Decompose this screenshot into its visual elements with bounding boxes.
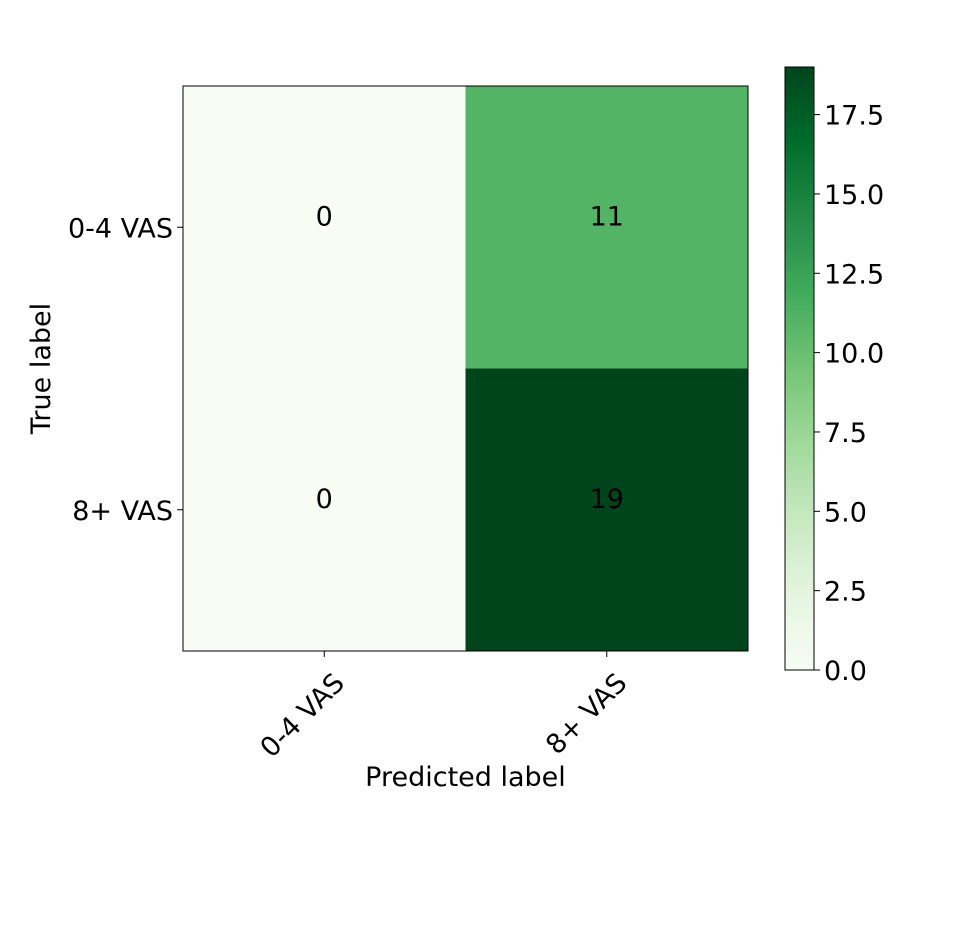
cell-value-label: 0	[316, 201, 333, 232]
heatmap-cell	[465, 86, 748, 369]
colorbar-tick-label: 17.5	[824, 101, 884, 132]
y-tick-label: 0-4 VAS	[68, 213, 173, 244]
y-axis-ticks: 0-4 VAS 8+ VAS	[68, 213, 183, 527]
colorbar-tick-label: 7.5	[824, 418, 867, 449]
colorbar-tick-label: 0.0	[824, 656, 867, 687]
heatmap-cells	[183, 86, 748, 651]
heatmap-cell	[183, 86, 466, 369]
colorbar-tick-label: 15.0	[824, 180, 884, 211]
cell-value-label: 19	[590, 484, 624, 515]
y-axis-label: True label	[26, 303, 57, 435]
colorbar-tick-label: 10.0	[824, 339, 884, 370]
plot-frame	[182, 85, 749, 652]
x-tick-label: 8+ VAS	[540, 668, 633, 761]
colorbar-ticks: 0.0 2.5 5.0 7.5 10.0 12.5 15.0 17.5	[814, 101, 884, 687]
x-axis-label: Predicted label	[365, 762, 566, 793]
heatmap-cell	[465, 368, 748, 651]
cell-value-label: 0	[316, 484, 333, 515]
x-axis-ticks: 0-4 VAS 8+ VAS	[255, 651, 633, 764]
colorbar	[784, 66, 815, 671]
y-tick-label: 8+ VAS	[72, 496, 173, 527]
colorbar-tick-label: 2.5	[824, 577, 867, 608]
cell-value-labels: 0 11 0 19	[316, 201, 624, 515]
colorbar-tick-label: 5.0	[824, 497, 867, 528]
cell-value-label: 11	[590, 201, 624, 232]
colorbar-tick-label: 12.5	[824, 259, 884, 290]
heatmap-cell	[183, 368, 466, 651]
x-tick-label: 0-4 VAS	[255, 668, 351, 764]
